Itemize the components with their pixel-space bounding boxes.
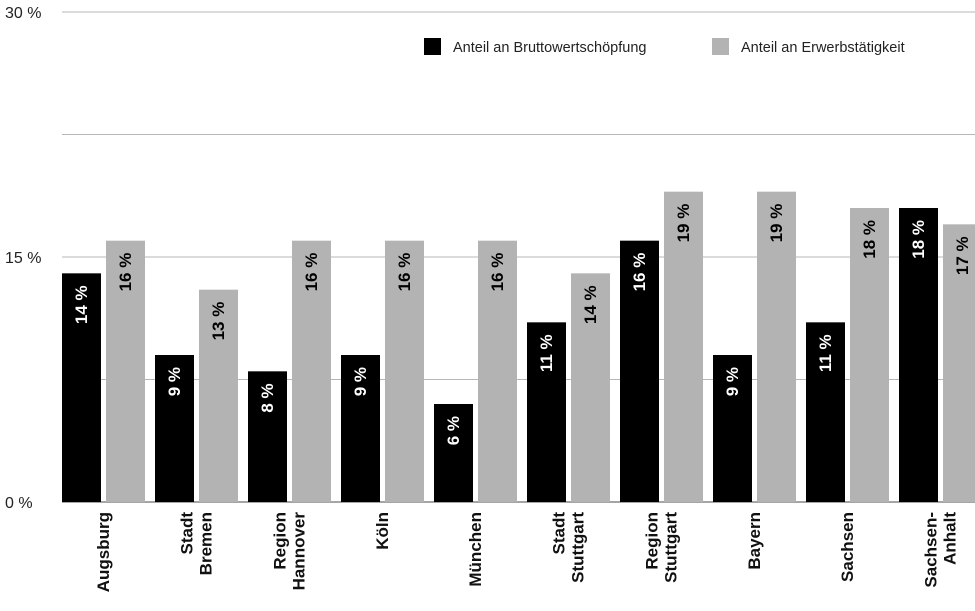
bar-erwerbstaetigkeit xyxy=(199,289,238,502)
legend-item: Anteil an Bruttowertschöpfung xyxy=(424,38,646,56)
bar-bruttowertschoepfung xyxy=(155,355,194,502)
x-tick-label: Bayern xyxy=(745,512,764,570)
x-tick-label-line: Bremen xyxy=(197,512,216,575)
legend-label: Anteil an Erwerbstätigkeit xyxy=(741,40,905,56)
bar-erwerbstaetigkeit xyxy=(943,224,975,503)
bar-erwerbstaetigkeit xyxy=(571,273,610,502)
bar-erwerbstaetigkeit xyxy=(478,240,517,502)
data-label: 17 % xyxy=(953,236,972,275)
x-tick-label: Augsburg xyxy=(94,512,113,592)
x-tick-label: Sachsen- Anhalt xyxy=(922,512,960,588)
data-label: 9 % xyxy=(723,367,742,396)
x-tick-label-line: Region xyxy=(271,512,290,570)
bar-bruttowertschoepfung xyxy=(620,240,659,502)
legend-swatch xyxy=(712,38,729,55)
bar-erwerbstaetigkeit xyxy=(292,240,331,502)
bar-bruttowertschoepfung xyxy=(62,273,101,502)
x-tick-label: Sachsen xyxy=(838,512,857,582)
data-label: 18 % xyxy=(909,220,928,259)
x-tick-label-line: Region xyxy=(643,512,662,570)
data-label: 6 % xyxy=(444,416,463,445)
bar-bruttowertschoepfung xyxy=(248,371,287,502)
y-tick-label: 15 % xyxy=(5,250,41,267)
bar-bruttowertschoepfung xyxy=(527,322,566,502)
x-tick-label-line: München xyxy=(466,512,485,587)
legend: Anteil an Bruttowertschöpfung Anteil an E… xyxy=(424,38,905,56)
x-tick-label-line: Köln xyxy=(373,512,392,550)
bar-erwerbstaetigkeit xyxy=(385,240,424,502)
data-label: 18 % xyxy=(860,220,879,259)
legend-swatch xyxy=(424,38,441,55)
data-label: 16 % xyxy=(302,253,321,292)
data-label: 16 % xyxy=(488,253,507,292)
y-tick-label: 0 % xyxy=(5,495,33,512)
bar-bruttowertschoepfung xyxy=(806,322,845,502)
data-label: 16 % xyxy=(395,253,414,292)
bar-erwerbstaetigkeit xyxy=(664,191,703,502)
x-tick-label: München xyxy=(466,512,485,587)
x-tick-label-line: Anhalt xyxy=(941,512,960,565)
x-tick-label: Stadt Stuttgart xyxy=(550,512,588,583)
bars: 14 % 16 % 9 % 13 % 8 % 16 % 9 % 16 % 6 % 16 % 11 %… xyxy=(62,191,975,503)
x-tick-label-line: Augsburg xyxy=(94,512,113,592)
bar-bruttowertschoepfung xyxy=(713,355,752,502)
x-axis-labels: Augsburg Stadt Bremen Region Hannover Köln Mün… xyxy=(94,512,960,593)
x-tick-label-line: Stuttgart xyxy=(662,512,681,583)
legend-item: Anteil an Erwerbstätigkeit xyxy=(712,38,905,56)
data-label: 14 % xyxy=(72,285,91,324)
data-label: 11 % xyxy=(537,334,556,372)
x-tick-label-line: Hannover xyxy=(290,512,309,591)
data-label: 19 % xyxy=(674,204,693,243)
x-tick-label: Region Hannover xyxy=(271,512,309,591)
bar-erwerbstaetigkeit xyxy=(106,240,145,502)
legend-label: Anteil an Bruttowertschöpfung xyxy=(453,40,646,56)
x-tick-label-line: Stuttgart xyxy=(569,512,588,583)
x-tick-label-line: Stadt xyxy=(550,512,569,555)
data-label: 9 % xyxy=(165,367,184,396)
x-tick-label-line: Bayern xyxy=(745,512,764,570)
y-axis-ticks: 0 % 15 % 30 % xyxy=(5,5,41,512)
x-tick-label-line: Stadt xyxy=(178,512,197,555)
data-label: 14 % xyxy=(581,285,600,324)
x-tick-label: Region Stuttgart xyxy=(643,512,681,583)
y-tick-label: 30 % xyxy=(5,5,41,22)
data-label: 8 % xyxy=(258,383,277,412)
bar-bruttowertschoepfung xyxy=(341,355,380,502)
x-tick-label-line: Sachsen xyxy=(838,512,857,582)
x-tick-label: Köln xyxy=(373,512,392,550)
data-label: 11 % xyxy=(816,334,835,372)
data-label: 16 % xyxy=(630,253,649,292)
bar-erwerbstaetigkeit xyxy=(757,191,796,502)
data-label: 16 % xyxy=(116,253,135,292)
data-label: 19 % xyxy=(767,204,786,243)
x-tick-label: Stadt Bremen xyxy=(178,512,216,576)
bar-bruttowertschoepfung xyxy=(899,208,938,502)
data-label: 13 % xyxy=(209,302,228,341)
x-tick-label-line: Sachsen- xyxy=(922,512,941,588)
bar-bruttowertschoepfung xyxy=(434,404,473,502)
data-label: 9 % xyxy=(351,367,370,396)
bar-erwerbstaetigkeit xyxy=(850,208,889,502)
